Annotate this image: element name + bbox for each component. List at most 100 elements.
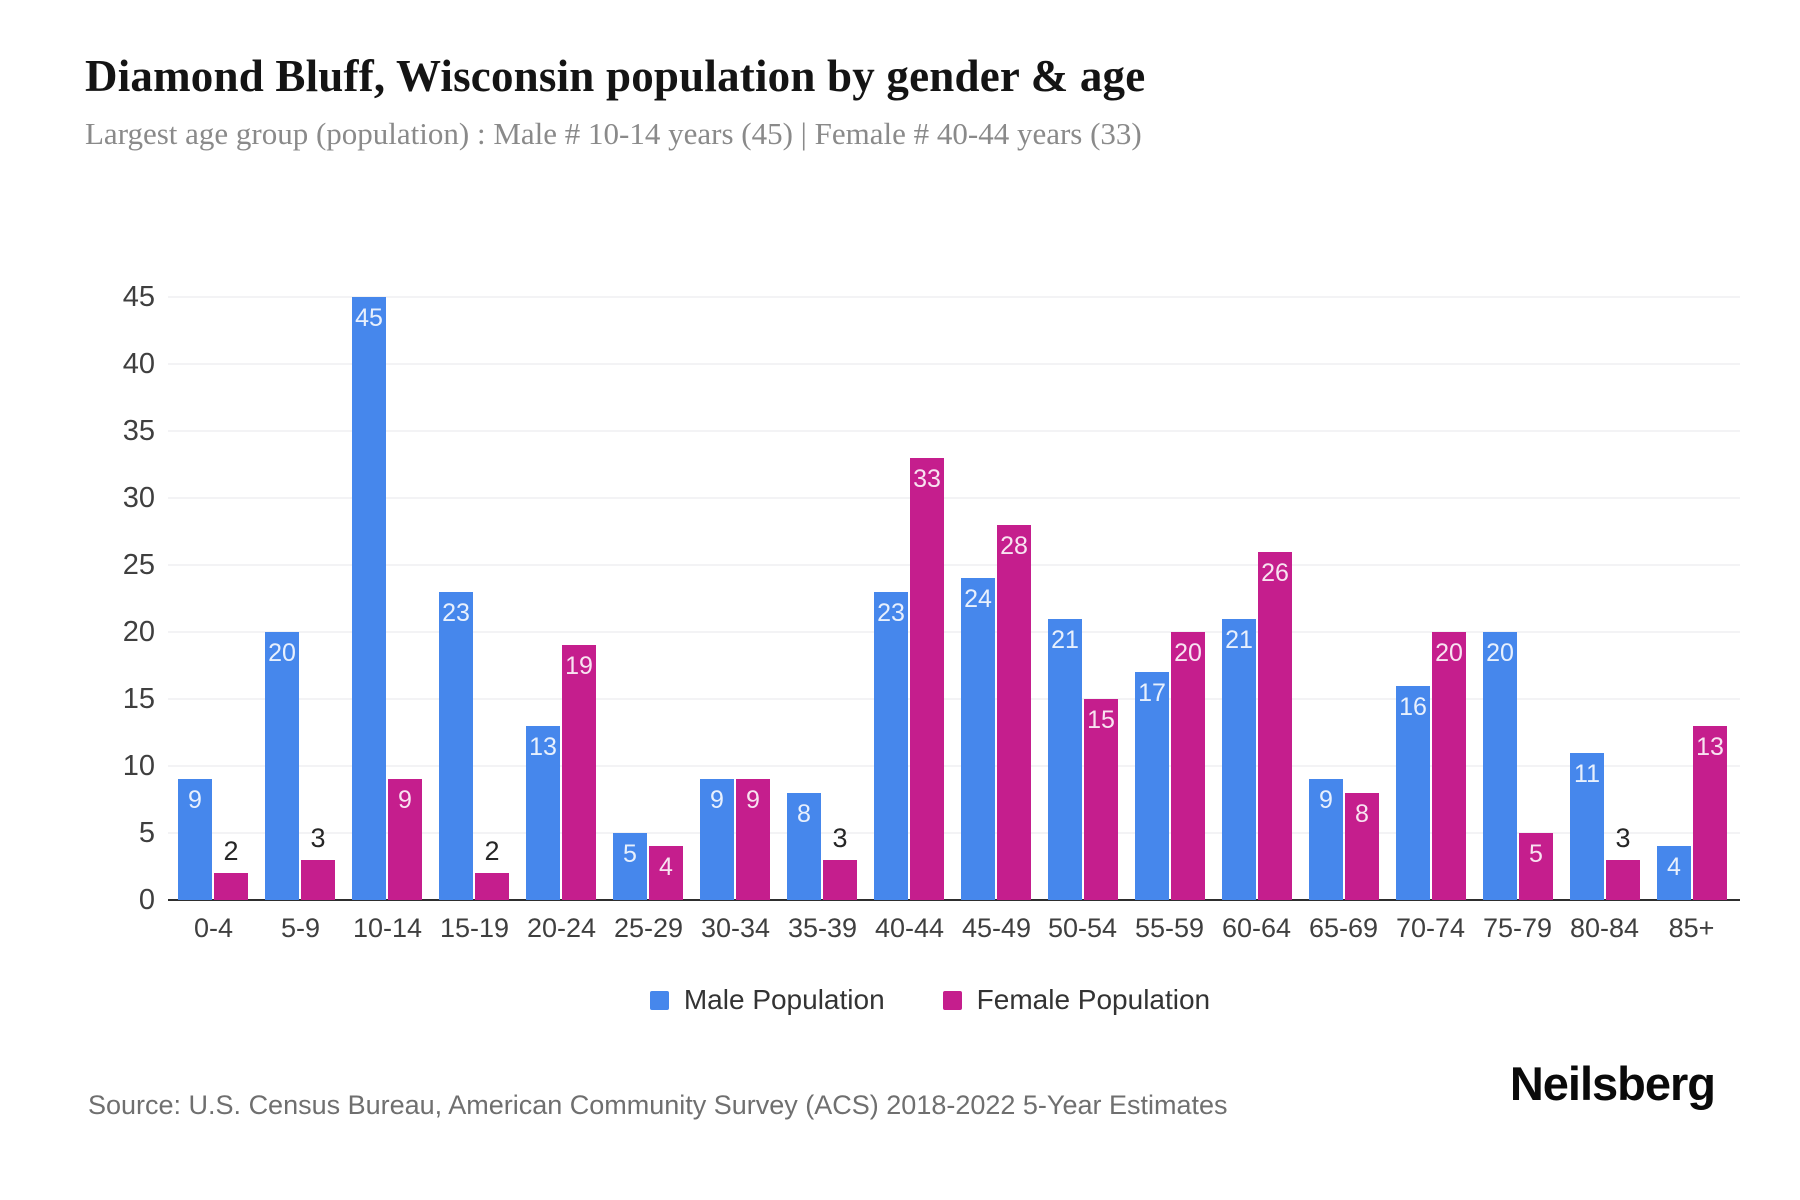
- legend-item-male[interactable]: Male Population: [649, 984, 885, 1016]
- page-title: Diamond Bluff, Wisconsin population by g…: [85, 51, 1146, 101]
- x-tick-label-5-9: 5-9: [280, 913, 321, 943]
- bar-value-label-female-80-84: 3: [1615, 823, 1631, 853]
- bar-male-55-59[interactable]: [1135, 672, 1169, 900]
- gridline-y35: [168, 430, 1740, 432]
- x-tick-label-60-64: 60-64: [1221, 913, 1292, 943]
- bar-male-70-74[interactable]: [1396, 686, 1430, 900]
- bar-value-label-female-75-79: 5: [1529, 840, 1543, 868]
- y-tick-label-5: 5: [138, 817, 155, 849]
- bar-male-60-64[interactable]: [1222, 619, 1256, 900]
- x-tick-label-40-44: 40-44: [874, 913, 945, 943]
- x-tick-label-80-84: 80-84: [1569, 913, 1640, 943]
- bar-male-5-9[interactable]: [265, 632, 299, 900]
- chart-subtitle: Largest age group (population) : Male # …: [85, 116, 1142, 151]
- bar-value-label-female-40-44: 33: [913, 465, 941, 493]
- y-tick-label-15: 15: [122, 683, 155, 715]
- bar-male-30-34[interactable]: [700, 779, 734, 900]
- bar-value-label-female-0-4: 2: [223, 836, 239, 866]
- bar-male-65-69[interactable]: [1309, 779, 1343, 900]
- bar-female-45-49[interactable]: [997, 525, 1031, 900]
- y-tick-label-0: 0: [138, 884, 155, 916]
- bar-female-60-64[interactable]: [1258, 552, 1292, 900]
- x-axis-line: [168, 899, 1740, 901]
- bar-female-65-69[interactable]: [1345, 793, 1379, 900]
- bar-female-20-24[interactable]: [562, 645, 596, 900]
- bar-value-label-male-20-24: 13: [529, 733, 557, 761]
- bar-value-label-female-30-34: 9: [746, 786, 760, 814]
- bar-value-label-male-80-84: 11: [1574, 760, 1600, 788]
- bar-female-85+[interactable]: [1693, 726, 1727, 900]
- bar-female-50-54[interactable]: [1084, 699, 1118, 900]
- bar-male-25-29[interactable]: [613, 833, 647, 900]
- bar-male-45-49[interactable]: [961, 578, 995, 900]
- bar-value-label-female-35-39: 3: [832, 823, 848, 853]
- bar-male-50-54[interactable]: [1048, 619, 1082, 900]
- bar-female-35-39[interactable]: [823, 860, 857, 900]
- x-tick-label-30-34: 30-34: [700, 913, 771, 943]
- bar-value-label-male-60-64: 21: [1225, 626, 1253, 654]
- bar-value-label-male-50-54: 21: [1051, 626, 1079, 654]
- bar-value-label-female-10-14: 9: [398, 786, 412, 814]
- bar-value-label-female-70-74: 20: [1435, 639, 1463, 667]
- bar-female-40-44[interactable]: [910, 458, 944, 900]
- x-tick-label-65-69: 65-69: [1308, 913, 1379, 943]
- gridline-y5: [168, 832, 1740, 834]
- legend: Male Population Female Population: [30, 978, 1800, 1022]
- bar-female-55-59[interactable]: [1171, 632, 1205, 900]
- brand-logo[interactable]: Neilsberg: [1509, 1057, 1716, 1110]
- bar-female-0-4[interactable]: [214, 873, 248, 900]
- bar-male-35-39[interactable]: [787, 793, 821, 900]
- bar-male-75-79[interactable]: [1483, 632, 1517, 900]
- bar-value-label-female-55-59: 20: [1174, 639, 1202, 667]
- y-tick-label-40: 40: [122, 348, 155, 380]
- bar-male-20-24[interactable]: [526, 726, 560, 900]
- bar-female-75-79[interactable]: [1519, 833, 1553, 900]
- bar-value-label-male-70-74: 16: [1399, 693, 1427, 721]
- bar-value-label-male-75-79: 20: [1486, 639, 1514, 667]
- bar-value-label-male-15-19: 23: [442, 599, 470, 627]
- bar-value-label-male-0-4: 9: [188, 786, 202, 814]
- bar-value-label-male-85+: 4: [1667, 853, 1681, 881]
- gridline-y45: [168, 296, 1740, 298]
- legend-item-female[interactable]: Female Population: [942, 984, 1210, 1016]
- bar-male-85+[interactable]: [1657, 846, 1691, 900]
- bar-value-label-male-10-14: 45: [355, 304, 383, 332]
- gridline-y15: [168, 698, 1740, 700]
- x-tick-label-45-49: 45-49: [961, 913, 1032, 943]
- bar-value-label-male-35-39: 8: [797, 800, 811, 828]
- bar-female-25-29[interactable]: [649, 846, 683, 900]
- bar-male-0-4[interactable]: [178, 779, 212, 900]
- bar-female-10-14[interactable]: [388, 779, 422, 900]
- gridline-y40: [168, 363, 1740, 365]
- x-tick-label-75-79: 75-79: [1482, 913, 1553, 943]
- bar-female-15-19[interactable]: [475, 873, 509, 900]
- bar-female-80-84[interactable]: [1606, 860, 1640, 900]
- source-note: Source: U.S. Census Bureau, American Com…: [88, 1090, 1228, 1120]
- y-tick-label-20: 20: [122, 616, 155, 648]
- y-tick-label-25: 25: [122, 549, 155, 581]
- gridline-y10: [168, 765, 1740, 767]
- bar-male-40-44[interactable]: [874, 592, 908, 900]
- x-tick-label-50-54: 50-54: [1047, 913, 1118, 943]
- gridline-y30: [168, 497, 1740, 499]
- y-tick-label-10: 10: [122, 750, 155, 782]
- bar-value-label-male-45-49: 24: [964, 585, 992, 613]
- bar-female-30-34[interactable]: [736, 779, 770, 900]
- bar-female-5-9[interactable]: [301, 860, 335, 900]
- bar-value-label-male-40-44: 23: [877, 599, 905, 627]
- bar-value-label-female-20-24: 19: [565, 652, 593, 680]
- x-tick-label-15-19: 15-19: [439, 913, 510, 943]
- bar-male-10-14[interactable]: [352, 297, 386, 900]
- bar-value-label-male-5-9: 20: [268, 639, 296, 667]
- x-tick-label-55-59: 55-59: [1134, 913, 1205, 943]
- y-tick-label-45: 45: [122, 281, 155, 313]
- y-tick-label-35: 35: [122, 415, 155, 447]
- bar-male-80-84[interactable]: [1570, 753, 1604, 900]
- bar-female-70-74[interactable]: [1432, 632, 1466, 900]
- bar-value-label-male-30-34: 9: [710, 786, 724, 814]
- bar-male-15-19[interactable]: [439, 592, 473, 900]
- bar-value-label-female-45-49: 28: [1000, 532, 1028, 560]
- legend-swatch-male: [649, 990, 669, 1010]
